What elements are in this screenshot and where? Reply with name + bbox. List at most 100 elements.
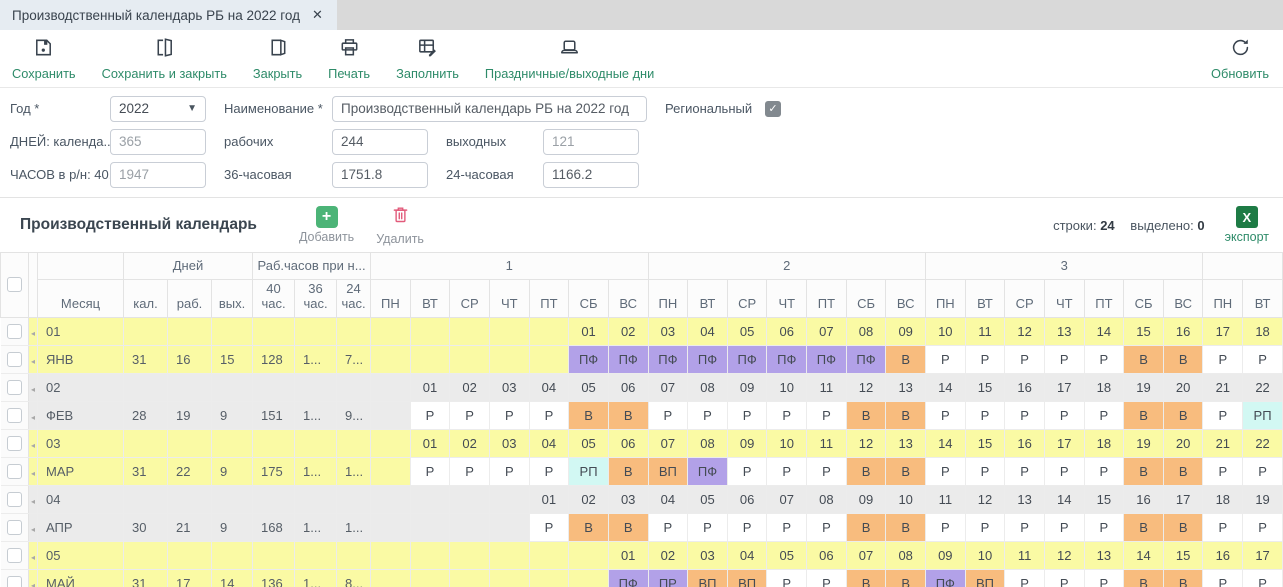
expander-cell[interactable]: ◂ [28, 317, 38, 346]
day-type-cell[interactable]: Р [1084, 569, 1125, 587]
day-type-cell[interactable]: ПФ [608, 569, 649, 587]
days-calendar-field[interactable] [110, 128, 206, 155]
day-type-cell[interactable]: В [885, 345, 926, 374]
day-type-cell[interactable]: Р [1202, 513, 1244, 542]
day-type-cell[interactable]: В [885, 457, 926, 486]
day-type-cell[interactable]: ВП [648, 457, 689, 486]
day-type-cell[interactable]: Р [1202, 345, 1244, 374]
day-type-cell[interactable]: Р [1004, 401, 1045, 430]
row-checkbox[interactable] [6, 407, 22, 423]
day-type-cell[interactable]: В [846, 569, 887, 587]
day-type-cell[interactable]: В [1123, 401, 1164, 430]
day-type-cell[interactable]: В [1123, 513, 1164, 542]
tab-production-calendar[interactable]: Производственный календарь РБ на 2022 го… [0, 0, 337, 30]
day-type-cell[interactable]: ПФ [687, 457, 728, 486]
year-select[interactable]: 2022 ▼ [110, 95, 206, 122]
day-type-cell[interactable]: В [846, 401, 887, 430]
day-type-cell[interactable]: Р [410, 457, 451, 486]
expander-cell[interactable]: ◂ [28, 401, 38, 430]
day-type-cell[interactable]: Р [1242, 345, 1283, 374]
day-type-cell[interactable]: Р [806, 513, 847, 542]
day-type-cell[interactable]: Р [727, 401, 768, 430]
day-type-cell[interactable]: Р [1202, 569, 1244, 587]
day-type-cell[interactable]: Р [1044, 457, 1085, 486]
day-type-cell[interactable]: Р [1242, 513, 1283, 542]
day-type-cell[interactable]: Р [529, 513, 570, 542]
row-checkbox[interactable] [6, 575, 22, 587]
day-type-cell[interactable]: Р [1202, 457, 1244, 486]
holidays-button[interactable]: Праздничные/выходные дни [485, 36, 654, 81]
day-type-cell[interactable]: Р [1044, 345, 1085, 374]
day-type-cell[interactable]: Р [1044, 569, 1085, 587]
day-type-cell[interactable]: Р [766, 569, 808, 587]
hours-40-field[interactable] [110, 161, 206, 188]
day-type-cell[interactable]: Р [687, 513, 728, 542]
expander-cell[interactable]: ◂ [28, 541, 38, 570]
day-type-cell[interactable]: Р [1004, 513, 1045, 542]
day-type-cell[interactable]: В [846, 513, 887, 542]
day-type-cell[interactable]: В [1163, 457, 1204, 486]
row-checkbox[interactable] [6, 463, 22, 479]
row-checkbox[interactable] [6, 519, 22, 535]
day-type-cell[interactable]: Р [1242, 457, 1283, 486]
day-type-cell[interactable]: Р [529, 457, 570, 486]
day-type-cell[interactable]: Р [806, 569, 847, 587]
day-type-cell[interactable]: РП [1242, 401, 1283, 430]
day-type-cell[interactable]: Р [965, 457, 1006, 486]
day-type-cell[interactable]: Р [449, 457, 490, 486]
day-type-cell[interactable]: Р [1044, 401, 1085, 430]
day-type-cell[interactable]: Р [687, 401, 728, 430]
day-type-cell[interactable]: Р [727, 457, 768, 486]
name-field[interactable] [332, 95, 647, 122]
day-type-cell[interactable]: Р [1084, 513, 1125, 542]
day-type-cell[interactable]: В [608, 513, 649, 542]
day-type-cell[interactable]: Р [727, 513, 768, 542]
day-type-cell[interactable]: ПФ [806, 345, 847, 374]
expander-cell[interactable]: ◂ [28, 485, 38, 514]
day-type-cell[interactable]: ПФ [925, 569, 966, 587]
day-type-cell[interactable]: ПФ [648, 345, 689, 374]
day-type-cell[interactable]: Р [766, 401, 808, 430]
day-type-cell[interactable]: В [1163, 345, 1204, 374]
day-type-cell[interactable]: В [885, 513, 926, 542]
day-type-cell[interactable]: В [1123, 457, 1164, 486]
row-checkbox[interactable] [6, 323, 22, 339]
fill-button[interactable]: Заполнить [396, 36, 459, 81]
add-row-button[interactable]: + Добавить [299, 206, 354, 244]
day-type-cell[interactable]: РП [568, 457, 609, 486]
day-type-cell[interactable]: ПФ [727, 345, 768, 374]
day-type-cell[interactable]: В [1123, 569, 1164, 587]
day-type-cell[interactable]: Р [529, 401, 570, 430]
day-type-cell[interactable]: Р [1242, 569, 1283, 587]
day-type-cell[interactable]: В [885, 569, 926, 587]
day-type-cell[interactable]: В [608, 401, 649, 430]
day-type-cell[interactable]: В [885, 401, 926, 430]
day-type-cell[interactable]: Р [1004, 345, 1045, 374]
tab-close-icon[interactable]: ✕ [311, 7, 323, 22]
row-checkbox[interactable] [6, 491, 22, 507]
row-checkbox[interactable] [6, 351, 22, 367]
day-type-cell[interactable]: Р [925, 345, 966, 374]
day-type-cell[interactable]: Р [1044, 513, 1085, 542]
day-type-cell[interactable]: ВП [687, 569, 728, 587]
day-type-cell[interactable]: ПФ [687, 345, 728, 374]
close-button[interactable]: Закрыть [253, 36, 302, 81]
save-button[interactable]: Сохранить [12, 36, 76, 81]
row-checkbox[interactable] [6, 435, 22, 451]
days-working-field[interactable] [332, 128, 428, 155]
delete-row-button[interactable]: Удалить [376, 204, 424, 246]
day-type-cell[interactable]: ПФ [608, 345, 649, 374]
day-type-cell[interactable]: Р [965, 401, 1006, 430]
day-type-cell[interactable]: Р [806, 401, 847, 430]
day-type-cell[interactable]: Р [925, 457, 966, 486]
day-type-cell[interactable]: Р [1084, 345, 1125, 374]
days-off-field[interactable] [543, 128, 639, 155]
day-type-cell[interactable]: В [1123, 345, 1164, 374]
hours-24-field[interactable] [543, 161, 639, 188]
select-all-checkbox[interactable] [7, 277, 22, 293]
day-type-cell[interactable]: Р [648, 401, 689, 430]
refresh-button[interactable]: Обновить [1211, 36, 1269, 81]
day-type-cell[interactable]: В [568, 513, 609, 542]
day-type-cell[interactable]: Р [925, 401, 966, 430]
day-type-cell[interactable]: В [1163, 569, 1204, 587]
